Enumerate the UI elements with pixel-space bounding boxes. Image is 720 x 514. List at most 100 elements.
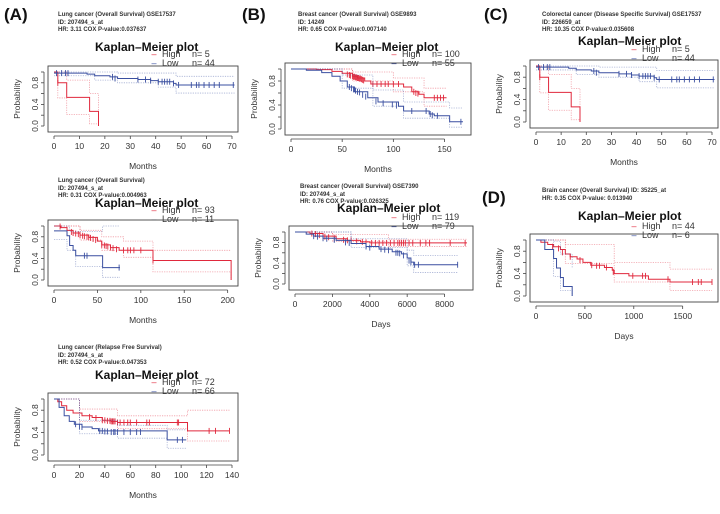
legend-label: High [162, 377, 181, 387]
plot-header-line: ID: 207494_s_at [58, 19, 104, 26]
x-tick-label: 0 [293, 299, 298, 309]
y-tick-label: 0.4 [30, 98, 40, 110]
y-axis-label: Probability [12, 232, 22, 272]
legend-label: Low [162, 386, 179, 396]
legend-swatch: – [151, 49, 157, 59]
legend-count: n= 100 [432, 49, 460, 59]
survival-curve-high [54, 398, 230, 432]
plot-title: Kaplan–Meier plot [335, 40, 439, 54]
x-tick-label: 100 [386, 144, 400, 154]
plot-header-line: ID: 226659_at [542, 19, 581, 26]
y-tick-label: 0.8 [30, 404, 40, 416]
plot-header-line: ID: 207494_s_at [58, 352, 104, 359]
x-tick-label: 40 [632, 137, 642, 147]
x-tick-label: 8000 [435, 299, 454, 309]
legend-item-high: – High n= 119 [390, 213, 459, 222]
series-low [291, 68, 463, 128]
legend-label: High [402, 212, 421, 222]
plot-canvas: 0.0 0.4 0.8 Probability 0 50 100 150 Months [249, 62, 472, 174]
ci-band-lower [291, 68, 463, 128]
x-tick-label: 40 [100, 470, 110, 480]
plot-canvas: 0.0 0.4 0.8 Probability 0 500 1000 1500 Days [494, 233, 719, 341]
x-tick-label: 140 [225, 470, 239, 480]
ci-band-lower [536, 65, 581, 122]
legend-count: n= 44 [192, 58, 215, 68]
x-tick-label: 0 [52, 470, 57, 480]
legend-item-high: – High n= 72 [150, 377, 214, 387]
ci-band-lower [54, 398, 230, 442]
x-tick-label: 50 [93, 295, 103, 305]
ci-band-lower [54, 75, 235, 94]
y-tick-label: 0.4 [30, 426, 40, 438]
plot-title: Kaplan–Meier plot [95, 40, 199, 54]
y-tick-label: 0.8 [30, 77, 40, 89]
legend-count: n= 119 [432, 212, 460, 222]
plot-canvas: 0.0 0.4 0.8 Probability 0 10 20 30 40 50 60 70 Month… [494, 59, 719, 167]
y-axis-label: Probability [12, 78, 22, 118]
y-tick-label: 0.0 [30, 120, 40, 132]
plot-header: Lung cancer (Overall Survival) GSE17537 … [58, 12, 176, 35]
x-tick-label: 70 [227, 141, 237, 151]
x-tick-label: 4000 [360, 299, 379, 309]
legend-swatch: – [391, 49, 397, 59]
y-tick-label: 0.8 [512, 245, 522, 257]
legend-swatch: – [151, 377, 157, 387]
x-tick-label: 60 [126, 470, 136, 480]
survival-curve-high [291, 68, 447, 99]
legend-swatch: – [631, 221, 637, 231]
ci-band-lower [536, 239, 712, 291]
x-tick-label: 0 [52, 295, 57, 305]
plot-header: Colorectal cancer (Disease Specific Surv… [542, 12, 701, 35]
km-plot-colorectal-dss: Colorectal cancer (Disease Specific Surv… [480, 12, 720, 178]
x-axis-label: Months [129, 315, 157, 325]
plot-frame [288, 225, 474, 291]
x-tick-label: 20 [100, 141, 110, 151]
legend-swatch: – [151, 205, 157, 215]
survival-curve-low [536, 239, 573, 296]
x-tick-label: 150 [177, 295, 191, 305]
plot-header-line: HR: 3.11 COX P-value:0.037637 [58, 27, 147, 33]
plot-header-line: ID: 14249 [298, 19, 325, 26]
plot-title: Kaplan–Meier plot [578, 34, 682, 48]
x-tick-label: 0 [534, 137, 539, 147]
survival-curve-high [536, 239, 712, 283]
plot-frame [47, 219, 239, 287]
plot-header-line: Breast cancer (Overall Survival) GSE7390 [300, 184, 419, 190]
legend-count: n= 93 [192, 205, 215, 215]
x-tick-label: 10 [556, 137, 566, 147]
ci-band-upper [54, 71, 99, 126]
y-tick-label: 0.8 [271, 236, 281, 248]
legend: – High n= 5 – Low n= 44 [630, 44, 694, 63]
ci-band-upper [54, 398, 230, 417]
series-high [54, 71, 99, 126]
x-tick-label: 100 [174, 470, 188, 480]
x-tick-label: 1500 [673, 311, 692, 321]
legend-item-high: – High n= 5 [150, 50, 215, 59]
x-tick-label: 150 [437, 144, 451, 154]
legend-label: High [162, 49, 181, 59]
plot-header: Lung cancer (Overall Survival) ID: 20749… [58, 178, 147, 201]
plot-header-line: HR: 10.35 COX P-value:0.035608 [542, 27, 635, 33]
x-tick-label: 1000 [624, 311, 643, 321]
ci-band-upper [536, 65, 581, 122]
ci-band-lower [291, 68, 447, 107]
plot-header-line: HR: 0.76 COX P-value:0.026325 [300, 199, 389, 205]
legend-count: n= 11 [192, 214, 215, 224]
ci-band-lower [54, 398, 187, 449]
plot-frame [47, 392, 239, 462]
km-plot-breast-os-gse9893: Breast cancer (Overall Survival) GSE9893… [240, 12, 480, 185]
y-axis-label: Probability [494, 247, 504, 287]
x-tick-label: 60 [682, 137, 692, 147]
ci-band-lower [295, 231, 467, 247]
plot-header-line: HR: 0.35 COX P-value: 0.013940 [542, 195, 633, 202]
panel-label-a: (A) [4, 5, 28, 24]
x-tick-label: 100 [134, 295, 148, 305]
survival-curve-high [295, 231, 467, 244]
ci-band-upper [54, 225, 232, 251]
survival-curve-low [291, 68, 463, 123]
legend-item-high: – High n= 93 [150, 205, 215, 215]
series-high [536, 65, 581, 122]
plot-header-line: ID: 207494_s_at [58, 185, 104, 192]
plot-header: Breast cancer (Overall Survival) GSE9893… [298, 12, 416, 35]
legend-swatch: – [631, 44, 637, 54]
